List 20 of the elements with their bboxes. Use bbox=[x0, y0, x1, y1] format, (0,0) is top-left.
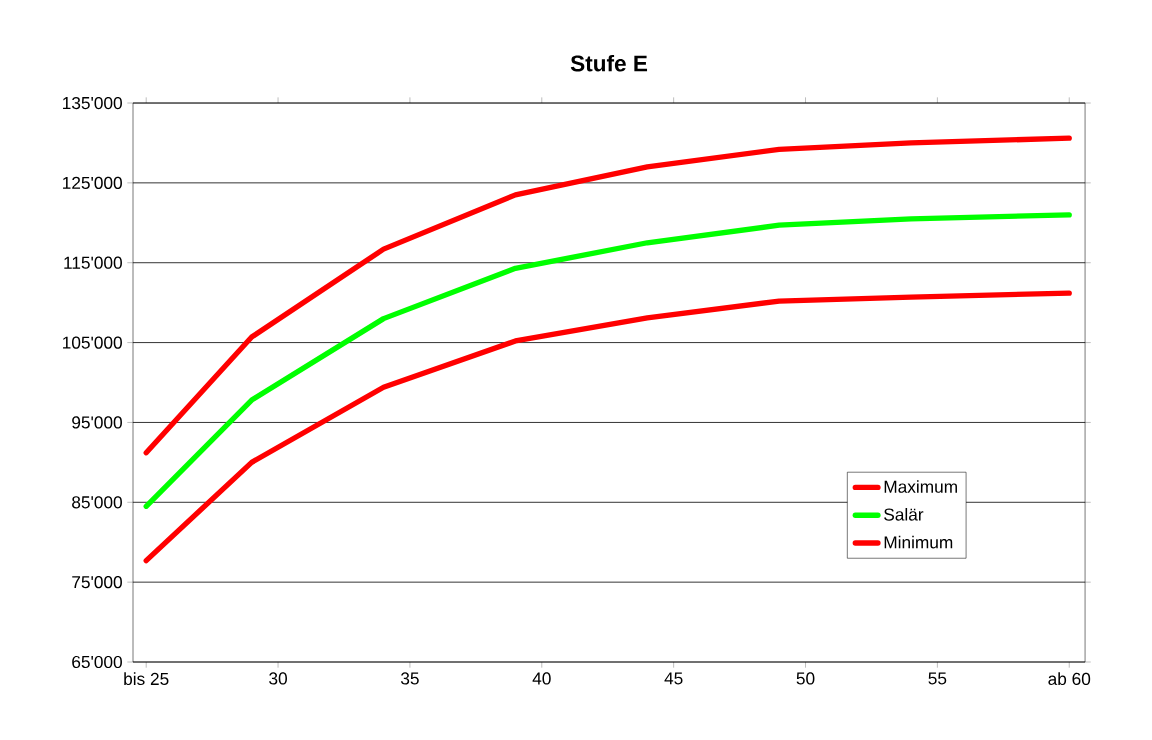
x-tick-label: 45 bbox=[664, 672, 683, 685]
x-tick-label: 30 bbox=[269, 672, 287, 685]
y-tick-label: 125'000 bbox=[63, 176, 122, 189]
y-tick-label: 135'000 bbox=[63, 96, 122, 110]
y-tick-label: 95'000 bbox=[72, 416, 122, 429]
y-tick-label: 105'000 bbox=[63, 336, 122, 349]
y-tick-label: 75'000 bbox=[72, 576, 122, 589]
x-tick-label: ab 60 bbox=[1048, 672, 1091, 686]
y-tick-label: 65'000 bbox=[72, 655, 122, 669]
y-tick-label: 115'000 bbox=[64, 256, 122, 269]
x-tick-label: 40 bbox=[532, 672, 551, 685]
chart-title: Stufe E bbox=[570, 54, 648, 72]
x-tick-label: 35 bbox=[400, 672, 419, 685]
legend-label: Salär bbox=[884, 507, 924, 521]
legend-label: Maximum bbox=[884, 480, 957, 493]
x-tick-label: 50 bbox=[796, 672, 815, 685]
x-tick-label: 55 bbox=[928, 672, 947, 685]
y-tick-label: 85'000 bbox=[72, 496, 122, 509]
x-tick-label: bis 25 bbox=[124, 672, 169, 686]
legend-label: Minimum bbox=[884, 535, 953, 549]
